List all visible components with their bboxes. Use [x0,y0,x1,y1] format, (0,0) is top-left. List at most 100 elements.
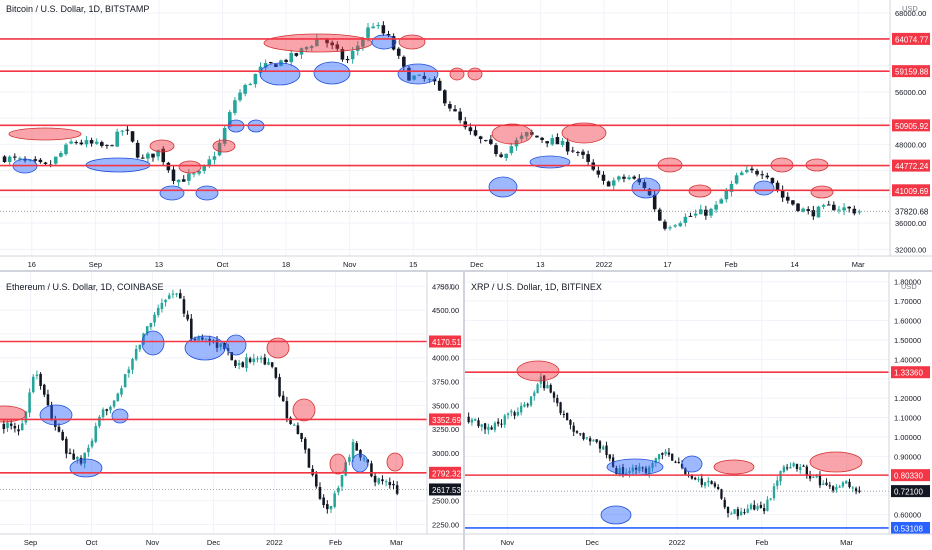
candle-body [263,63,268,68]
last-price: 37820.68 [0,208,929,217]
candle [125,125,130,135]
candle [248,82,253,86]
candle [661,452,664,460]
xrp-chart[interactable]: 1.33360 0.80330 0.53108 0.72100 1.80000 1.700… [465,272,932,550]
candle [555,133,560,145]
candle [572,422,575,437]
candle [729,180,734,197]
candle [605,441,608,459]
price-tick-label: 1.70000 [894,297,921,306]
candle-body [769,498,772,500]
candle [64,142,68,156]
candle-body [663,221,667,229]
candle [309,44,314,52]
candle-body [838,486,841,488]
candle-body [146,153,150,159]
candle-body [274,367,278,378]
candle-body [487,426,490,430]
candle [697,476,700,483]
panel-divider-vertical[interactable] [463,272,465,550]
candle-body [46,394,50,406]
candle [516,407,520,417]
candle-body [187,173,191,181]
candle [437,78,442,92]
candle [304,46,309,52]
candle-body [745,169,749,173]
price-tick-label: 2500.00 [432,497,459,506]
candle-body [565,141,570,152]
eth-chart-panel[interactable]: 4170.51 3352.69 2792.32 2617.53 4750.00 4500.… [0,272,463,550]
time-tick-label: Dec [586,538,600,547]
btc-chart-panel[interactable]: 64074.77 59159.88 50905.92 44772.24 41009.69… [0,0,932,270]
candle [772,483,776,501]
candle [355,441,359,451]
candle-body [268,62,273,64]
candle [579,433,582,437]
candle-body [61,431,64,441]
level-price-label: 0.80330 [894,472,923,481]
candle [192,172,196,178]
candle-body [756,506,759,510]
candle-body [854,488,858,492]
candle-body [109,406,112,411]
candle-body [560,140,565,145]
candle-body [443,90,447,104]
candle-body [500,423,503,425]
candle-body [556,397,559,404]
candle-body [540,137,544,140]
candle [391,33,396,51]
candle-body [345,58,350,61]
candle [252,353,256,366]
eth-chart-title: Ethereum / U.S. Dollar, 1D, COINBASE [6,282,164,292]
candle [745,165,749,174]
candle-body [373,475,377,483]
candle-body [197,171,201,174]
candle [765,172,770,180]
candle [146,151,150,163]
candle-body [631,467,634,472]
eth-chart[interactable]: 4170.51 3352.69 2792.32 2617.53 4750.00 4500.… [0,272,463,550]
candle [201,334,204,341]
candle-body [72,453,75,460]
candle-body [94,426,98,442]
candle [186,310,189,322]
candle-body [344,462,347,476]
support-oval [351,453,369,473]
candle [490,425,493,431]
candle-body [673,225,677,227]
candle-body [770,177,775,184]
candle-body [717,486,720,490]
price-tick-label: 3000.00 [432,449,459,458]
candle [683,213,688,227]
grid [465,272,889,534]
candle-body [68,452,72,455]
candle-body [309,46,314,49]
candle-body [64,144,68,155]
candle [109,405,112,414]
candle-body [489,139,493,144]
support-oval [195,185,219,201]
panel-divider[interactable] [0,270,932,272]
candle-body [115,131,119,147]
candle [395,481,399,496]
candle-body [570,150,575,152]
candle-body [396,48,401,56]
candle [668,225,672,231]
xrp-chart-panel[interactable]: 1.33360 0.80330 0.53108 0.72100 1.80000 1.700… [465,272,932,550]
candle-body [627,177,631,180]
candle [596,166,601,178]
candle [838,484,841,489]
candle-body [289,417,292,425]
grid [0,0,890,256]
candle [533,390,536,401]
support-oval [69,458,103,478]
btc-chart[interactable]: 64074.77 59159.88 50905.92 44772.24 41009.69… [0,0,932,270]
candle [373,473,377,487]
candle [222,125,227,147]
candle [480,423,483,432]
candle [65,436,68,459]
candle-body [753,504,756,510]
candle-body [42,384,46,395]
candle-body [579,433,582,435]
candle [694,476,697,481]
